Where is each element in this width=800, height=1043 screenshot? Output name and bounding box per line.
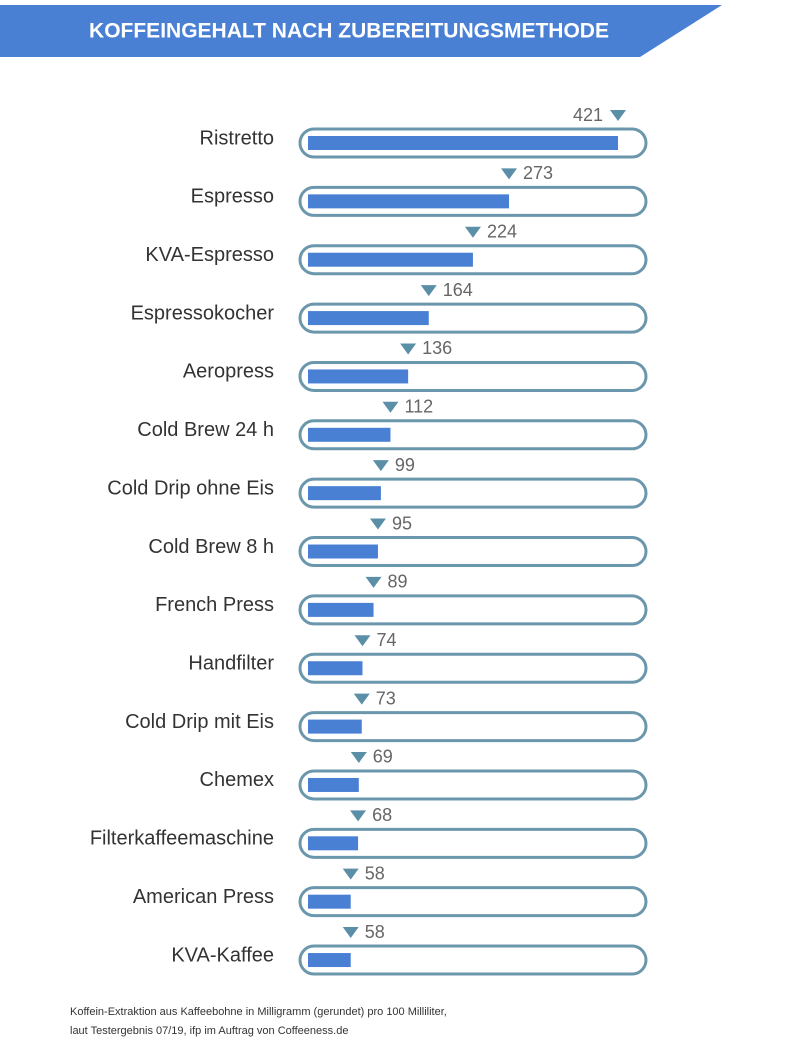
category-label: KVA-Espresso	[145, 244, 274, 266]
value-marker	[350, 751, 367, 763]
value-label: 224	[487, 221, 517, 241]
category-label: Cold Brew 8 h	[148, 536, 274, 558]
bar-track	[298, 536, 648, 568]
bar-track	[298, 769, 648, 801]
value-label: 136	[422, 338, 452, 358]
bar	[308, 369, 409, 384]
category-label: Espressokocher	[131, 302, 275, 324]
bar-track	[298, 594, 648, 626]
category-label: French Press	[155, 594, 274, 616]
value-label: 112	[404, 397, 433, 417]
value-marker	[354, 635, 371, 647]
category-label: Filterkaffeemaschine	[90, 828, 274, 850]
value-marker	[400, 343, 417, 355]
bar	[308, 602, 374, 617]
bar-track	[298, 827, 648, 859]
bar-track	[298, 477, 648, 509]
value-marker	[353, 693, 370, 705]
value-label: 164	[443, 280, 473, 300]
value-marker	[342, 927, 359, 939]
bar	[308, 252, 473, 267]
bar-track	[298, 652, 648, 684]
value-marker	[369, 518, 386, 530]
bar	[308, 719, 362, 734]
value-label: 95	[392, 513, 412, 533]
bar-track	[298, 944, 648, 976]
value-label: 68	[372, 805, 392, 825]
category-label: Handfilter	[188, 653, 274, 675]
value-marker	[382, 401, 399, 413]
value-label: 421	[573, 105, 603, 125]
bar-track	[298, 711, 648, 743]
value-marker	[610, 110, 626, 121]
category-label: Cold Brew 24 h	[137, 419, 274, 441]
category-label: Chemex	[200, 769, 274, 791]
value-label: 99	[395, 455, 415, 475]
category-label: Ristretto	[200, 127, 274, 149]
bar	[308, 953, 351, 968]
category-label: Aeropress	[183, 361, 274, 383]
value-label: 69	[373, 747, 393, 767]
bar	[308, 894, 351, 909]
bar	[308, 136, 618, 150]
category-label: American Press	[133, 886, 274, 908]
value-label: 58	[365, 863, 385, 883]
value-marker	[372, 460, 389, 472]
bar	[308, 486, 381, 501]
category-label: KVA-Kaffee	[171, 944, 274, 966]
category-label: Espresso	[191, 186, 274, 208]
bar	[308, 427, 391, 442]
bar	[308, 661, 363, 676]
value-marker	[420, 285, 437, 297]
bar	[308, 311, 429, 326]
value-label: 273	[523, 163, 553, 183]
footnote: Koffein-Extraktion aus Kaffeebohne in Mi…	[70, 1006, 447, 1018]
value-marker	[464, 226, 481, 238]
title-banner	[0, 5, 722, 57]
bar-track	[298, 886, 648, 918]
value-marker	[342, 868, 359, 880]
bar	[308, 777, 359, 792]
bar	[308, 544, 378, 559]
category-label: Cold Drip mit Eis	[125, 711, 274, 733]
bar	[308, 836, 359, 851]
value-label: 58	[365, 922, 385, 942]
bar	[308, 194, 510, 209]
value-marker	[350, 810, 367, 822]
value-label: 89	[388, 572, 408, 592]
category-label: Cold Drip ohne Eis	[107, 477, 274, 499]
value-label: 74	[376, 630, 396, 650]
footnote: laut Testergebnis 07/19, ifp im Auftrag …	[70, 1025, 348, 1037]
value-marker	[501, 168, 518, 180]
chart-title: KOFFEINGEHALT NACH ZUBEREITUNGSMETHODE	[89, 20, 609, 43]
value-label: 73	[376, 688, 396, 708]
value-marker	[365, 576, 382, 588]
